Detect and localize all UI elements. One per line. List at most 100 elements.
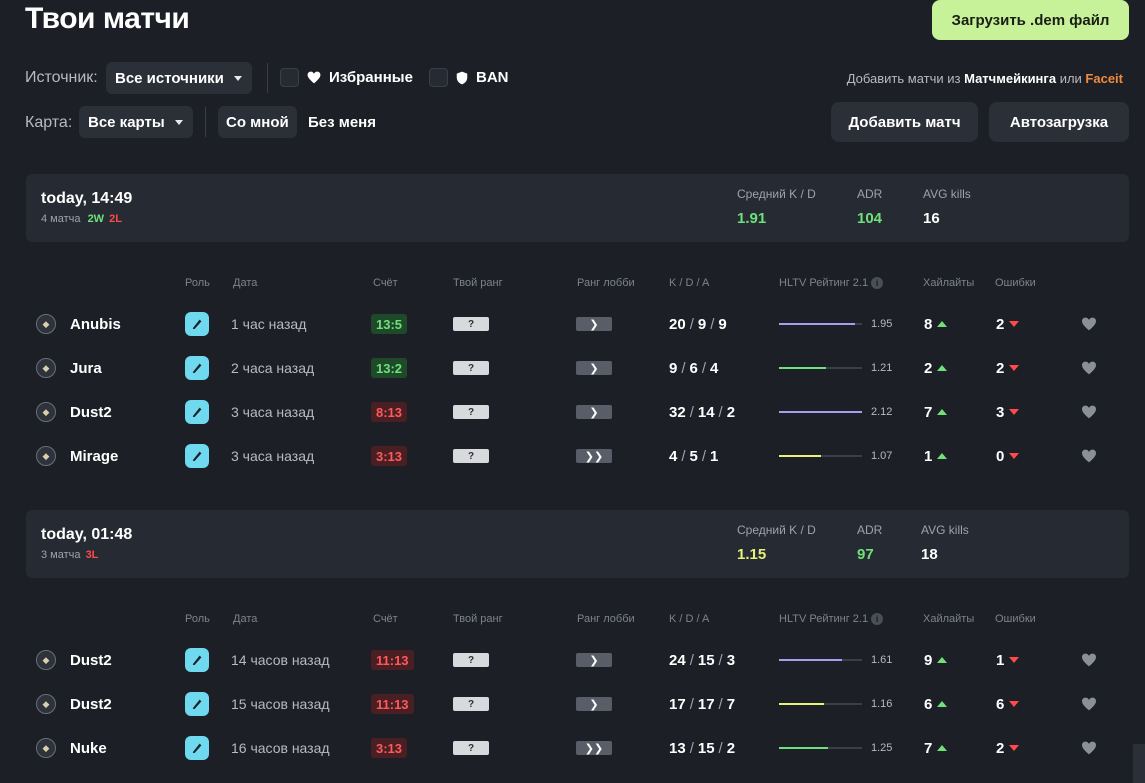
match-row[interactable]: ◆ Dust2 3 часа назад 8:13 ? ❯ (26, 392, 1129, 432)
your-rank: ? (453, 728, 489, 768)
lobby-rank-badge: ❯ (576, 697, 612, 711)
rating-bar (779, 659, 862, 661)
column-header-highlights: Хайлайты (923, 277, 975, 289)
your-rank: ? (453, 436, 489, 476)
favorites-checkbox[interactable] (280, 68, 299, 87)
heart-icon (1082, 449, 1096, 463)
favorite-button[interactable] (1081, 436, 1097, 476)
highlights-count: 6 (924, 695, 933, 713)
favorite-button[interactable] (1081, 684, 1097, 724)
stat-avg-kills: AVG kills 18 (921, 523, 969, 563)
anubis-map-icon: ◆ (36, 314, 56, 334)
without-me-toggle[interactable]: Без меня (308, 114, 376, 131)
stat-kd-value: 1.15 (737, 546, 767, 563)
favorite-button[interactable] (1081, 728, 1097, 768)
arrow-down-icon (1009, 321, 1020, 327)
source-dropdown-value: Все источники (115, 69, 224, 87)
match-map: ◆ Anubis (36, 304, 121, 344)
matchmaking-link[interactable]: Матчмейкинга (964, 71, 1057, 86)
match-map: ◆ Jura (36, 348, 102, 388)
map-name: Dust2 (70, 695, 112, 713)
mistakes[interactable]: 2 (996, 304, 1020, 344)
assists: 9 (718, 315, 727, 333)
mistakes[interactable]: 3 (996, 392, 1020, 432)
faceit-link[interactable]: Faceit (1085, 71, 1123, 86)
mistakes[interactable]: 0 (996, 436, 1020, 476)
score-badge: 13:2 (371, 358, 408, 378)
match-row[interactable]: ◆ Mirage 3 часа назад 3:13 ? ❯❯ (26, 436, 1129, 476)
group-losses: 2L (109, 213, 122, 225)
highlights[interactable]: 7 (924, 728, 948, 768)
hltv-rating: 1.95 (779, 304, 892, 344)
mistakes[interactable]: 1 (996, 640, 1020, 680)
favorite-button[interactable] (1081, 348, 1097, 388)
rating-bar-fill (779, 659, 842, 661)
info-icon[interactable]: i (871, 613, 884, 625)
favorite-button[interactable] (1081, 640, 1097, 680)
favorites-filter[interactable]: Избранные (280, 68, 413, 87)
match-row[interactable]: ◆ Anubis 1 час назад 13:5 ? ❯ (26, 304, 1129, 344)
mistakes-count: 3 (996, 403, 1005, 421)
match-group-summary: today, 01:48 3 матча 3L Средний K / D 1.… (26, 510, 1129, 578)
mistakes[interactable]: 2 (996, 348, 1020, 388)
stat-kd: Средний K / D 1.15 (737, 523, 816, 563)
arrow-up-icon (937, 453, 948, 459)
match-row[interactable]: ◆ Jura 2 часа назад 13:2 ? ❯ (26, 348, 1129, 388)
highlights[interactable]: 9 (924, 640, 948, 680)
highlights[interactable]: 6 (924, 684, 948, 724)
page-title: Твои матчи (25, 2, 190, 35)
match-score: 8:13 (371, 392, 408, 432)
highlights[interactable]: 1 (924, 436, 948, 476)
highlights-count: 2 (924, 359, 933, 377)
stat-avg-kills-value: 16 (923, 210, 940, 227)
column-header-hltv: HLTV Рейтинг 2.1 i (779, 277, 884, 289)
map-dropdown[interactable]: Все карты (79, 106, 193, 138)
kills: 4 (669, 447, 678, 465)
match-kda: 24/ 15/ 3 (669, 651, 736, 669)
ban-filter[interactable]: BAN (429, 68, 509, 87)
highlights[interactable]: 2 (924, 348, 948, 388)
highlights[interactable]: 7 (924, 392, 948, 432)
score-badge: 8:13 (371, 402, 408, 422)
kills: 13 (669, 739, 686, 757)
kills: 9 (669, 359, 678, 377)
ban-checkbox[interactable] (429, 68, 448, 87)
favorite-button[interactable] (1081, 304, 1097, 344)
rating-value: 1.25 (871, 742, 893, 754)
mistakes[interactable]: 6 (996, 684, 1020, 724)
info-icon[interactable]: i (871, 277, 884, 289)
upload-dem-button[interactable]: Загрузить .dem файл (932, 0, 1129, 40)
match-date: 15 часов назад (231, 696, 330, 712)
match-date: 2 часа назад (231, 360, 315, 376)
match-row[interactable]: ◆ Nuke 16 часов назад 3:13 ? ❯❯ (26, 728, 1129, 768)
group-record: 3 матча 3L (41, 549, 98, 561)
stat-avg-kills-label: AVG kills (923, 187, 971, 201)
highlights-count: 7 (924, 403, 933, 421)
match-row[interactable]: ◆ Dust2 15 часов назад 11:13 ? ❯ (26, 684, 1129, 724)
source-dropdown[interactable]: Все источники (106, 62, 252, 94)
rating-bar (779, 747, 862, 749)
match-kda: 13/ 15/ 2 (669, 739, 736, 757)
lobby-rank-badge: ❯❯ (576, 449, 612, 463)
mistakes[interactable]: 2 (996, 728, 1020, 768)
column-header-kda: K / D / A (669, 277, 710, 289)
autoload-button[interactable]: Автозагрузка (989, 102, 1129, 142)
favorite-button[interactable] (1081, 392, 1097, 432)
rating-bar (779, 323, 862, 325)
scrollbar[interactable] (1133, 744, 1145, 783)
match-score: 13:2 (371, 348, 408, 388)
lobby-rank: ❯ (576, 392, 612, 432)
with-me-toggle[interactable]: Со мной (218, 106, 297, 138)
heart-icon (1082, 361, 1096, 375)
kills: 17 (669, 695, 686, 713)
highlights[interactable]: 8 (924, 304, 948, 344)
column-header-highlights: Хайлайты (923, 613, 975, 625)
match-row[interactable]: ◆ Dust2 14 часов назад 11:13 ? ❯ (26, 640, 1129, 680)
dust2-map-icon: ◆ (36, 694, 56, 714)
group-match-count: 3 матча (41, 549, 81, 561)
heart-icon (1082, 741, 1096, 755)
rating-bar-fill (779, 323, 856, 325)
map-label: Карта: (25, 114, 73, 131)
add-match-button[interactable]: Добавить матч (831, 102, 978, 142)
rating-value: 1.07 (871, 450, 893, 462)
